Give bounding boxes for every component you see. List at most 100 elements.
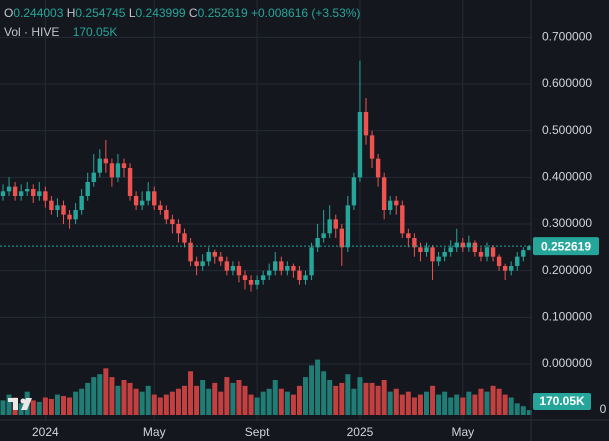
- volume-bar: [163, 394, 169, 415]
- candle-body: [242, 275, 248, 280]
- candle-body: [279, 261, 284, 271]
- candle-body: [357, 112, 363, 178]
- candle-body: [327, 219, 332, 234]
- candle-body: [394, 200, 399, 206]
- x-tick-label: 2025: [347, 425, 374, 439]
- volume-bar: [430, 385, 436, 415]
- candle-body: [484, 247, 490, 257]
- volume-bar: [61, 396, 66, 415]
- candle-body: [400, 205, 405, 234]
- candle-body: [363, 112, 369, 136]
- volume-bar: [424, 391, 429, 415]
- volume-bar: [442, 391, 448, 415]
- candle-body: [248, 280, 254, 285]
- volume-bar: [230, 382, 236, 415]
- candle-body: [79, 196, 84, 210]
- legend-letter: O: [4, 6, 13, 20]
- candle-body: [127, 168, 133, 196]
- volume-bar: [54, 394, 60, 415]
- volume-bar: [224, 377, 230, 415]
- volume-bar: [284, 391, 290, 415]
- volume-bar: [194, 385, 200, 415]
- volume-bar: [182, 385, 187, 415]
- candle-body: [146, 191, 151, 201]
- volume-bar: [6, 394, 12, 415]
- volume-bar: [387, 391, 393, 415]
- volume-bar: [151, 394, 157, 415]
- candle-body: [496, 256, 502, 266]
- candle-body: [206, 252, 211, 262]
- volume-bar: [290, 394, 296, 415]
- volume-bar: [133, 388, 139, 415]
- last-price-label: 0.252619: [541, 239, 591, 253]
- volume-bar: [466, 391, 472, 415]
- volume-bar: [278, 388, 284, 415]
- candle-body: [315, 238, 320, 248]
- candle-body: [466, 242, 472, 248]
- volume-bar: [514, 403, 520, 415]
- volume-bar: [36, 401, 42, 415]
- volume-bar: [472, 394, 478, 415]
- candle-body: [297, 270, 302, 280]
- volume-bar: [405, 391, 411, 415]
- y-tick-label: 0.700000: [542, 30, 592, 44]
- volume-bar: [30, 400, 36, 415]
- candle-body: [490, 247, 496, 257]
- candle-body: [267, 270, 272, 276]
- x-tick-label: May: [143, 425, 166, 439]
- candle-body: [412, 238, 417, 248]
- volume-bar: [218, 391, 224, 415]
- candle-body: [527, 246, 532, 251]
- volume-bar: [42, 397, 48, 415]
- candle-body: [133, 196, 139, 206]
- candle-body: [12, 186, 18, 196]
- candle-body: [109, 163, 115, 178]
- volume-badge: [533, 393, 591, 411]
- volume-bar: [0, 400, 6, 415]
- y-tick-label: 0.600000: [542, 76, 592, 90]
- volume-bar: [393, 388, 399, 415]
- volume-bar: [484, 391, 490, 415]
- legend-letter: H: [67, 6, 76, 20]
- volume-bar: [417, 394, 423, 415]
- y-tick-label: 0.300000: [542, 216, 592, 230]
- legend-change: +0.008616 (+3.53%): [251, 6, 360, 20]
- volume-name: Vol · HIVE: [4, 25, 59, 39]
- candle-body: [436, 256, 441, 262]
- candle-body: [194, 261, 199, 266]
- logo-mark: [8, 398, 18, 410]
- candle-body: [18, 191, 24, 196]
- volume-bar: [236, 380, 242, 415]
- candle-body: [200, 261, 205, 266]
- volume-bar: [266, 388, 272, 415]
- volume-bar: [309, 365, 315, 415]
- volume-bar: [242, 385, 248, 415]
- volume-bar: [436, 394, 442, 415]
- volume-bar: [399, 394, 405, 415]
- candle-body: [509, 266, 514, 271]
- last-price-badge: [533, 237, 599, 256]
- candle-body: [188, 242, 193, 262]
- legend-value: 0.244003: [13, 6, 63, 20]
- candle-body: [388, 200, 393, 210]
- candle-body: [333, 219, 338, 229]
- volume-bar: [454, 394, 460, 415]
- candle-body: [61, 205, 66, 215]
- candle-body: [375, 158, 381, 178]
- logo: [8, 398, 32, 410]
- volume-bar: [321, 371, 327, 415]
- volume-bar: [115, 385, 121, 415]
- candle-body: [55, 205, 60, 210]
- candle-body: [478, 252, 484, 257]
- volume-bar: [357, 377, 363, 415]
- volume-bar: [381, 380, 387, 415]
- candle-body: [351, 177, 357, 206]
- candle-body: [212, 252, 217, 257]
- volume-bar: [157, 397, 163, 415]
- candle-body: [6, 186, 12, 192]
- candle-body: [260, 275, 266, 280]
- ohlc-legend: O0.244003 H0.254745 L0.243999 C0.252619 …: [4, 6, 360, 20]
- volume-bar: [272, 380, 278, 415]
- volume-bar: [200, 380, 206, 415]
